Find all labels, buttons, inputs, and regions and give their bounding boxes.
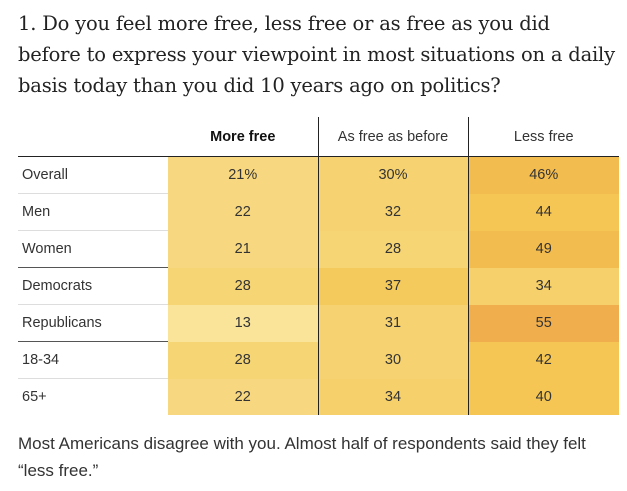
table-row-democrats: Democrats 28 37 34 <box>18 267 619 305</box>
cell-more-free: 21 <box>168 230 318 268</box>
table-row-men: Men 22 32 44 <box>18 193 619 231</box>
row-label: 65+ <box>22 389 47 405</box>
header-more-free: More free <box>168 117 318 157</box>
table-row-republicans: Republicans 13 31 55 <box>18 304 619 342</box>
header-label-blank <box>18 117 168 157</box>
cell-less-free: 34 <box>467 267 619 305</box>
row-label: 18-34 <box>18 341 168 379</box>
row-label: Democrats <box>18 267 168 305</box>
cell-more-free: 28 <box>168 267 318 305</box>
row-label: Republicans <box>18 304 168 342</box>
cell-more-free: 13 <box>168 304 318 342</box>
results-table: More free As free as before Less free Ov… <box>18 117 619 415</box>
table-row-18-34: 18-34 28 30 42 <box>18 341 619 379</box>
cell-as-free: 34 <box>317 378 468 415</box>
header-less-free: Less free <box>467 117 619 157</box>
table-row-women: Women 21 28 49 <box>18 230 619 268</box>
cell-as-free: 30% <box>317 156 468 194</box>
table-row-overall: Overall 21% 30% 46% <box>18 156 619 194</box>
cell-as-free: 30 <box>317 341 468 379</box>
question-text: 1. Do you feel more free, less free or a… <box>18 12 615 97</box>
row-label: Men <box>18 193 168 231</box>
cell-less-free: 46% <box>467 156 619 194</box>
row-label: Overall <box>18 156 168 194</box>
cell-more-free: 22 <box>168 378 318 415</box>
table-header-row: More free As free as before Less free <box>18 117 619 157</box>
cell-less-free: 44 <box>467 193 619 231</box>
cell-more-free: 28 <box>168 341 318 379</box>
cell-less-free: 42 <box>467 341 619 379</box>
cell-as-free: 31 <box>317 304 468 342</box>
cell-less-free: 49 <box>467 230 619 268</box>
cell-as-free: 37 <box>317 267 468 305</box>
cell-less-free: 55 <box>467 304 619 342</box>
cell-more-free: 21% <box>168 156 318 194</box>
cell-as-free: 32 <box>317 193 468 231</box>
cell-more-free: 22 <box>168 193 318 231</box>
cell-as-free: 28 <box>317 230 468 268</box>
header-as-free-as-before: As free as before <box>317 117 468 157</box>
table-row-65-plus: 65+ 22 34 40 <box>18 378 619 415</box>
cell-less-free: 40 <box>467 378 619 415</box>
row-label: Women <box>18 230 168 268</box>
result-caption: Most Americans disagree with you. Almost… <box>18 434 586 480</box>
